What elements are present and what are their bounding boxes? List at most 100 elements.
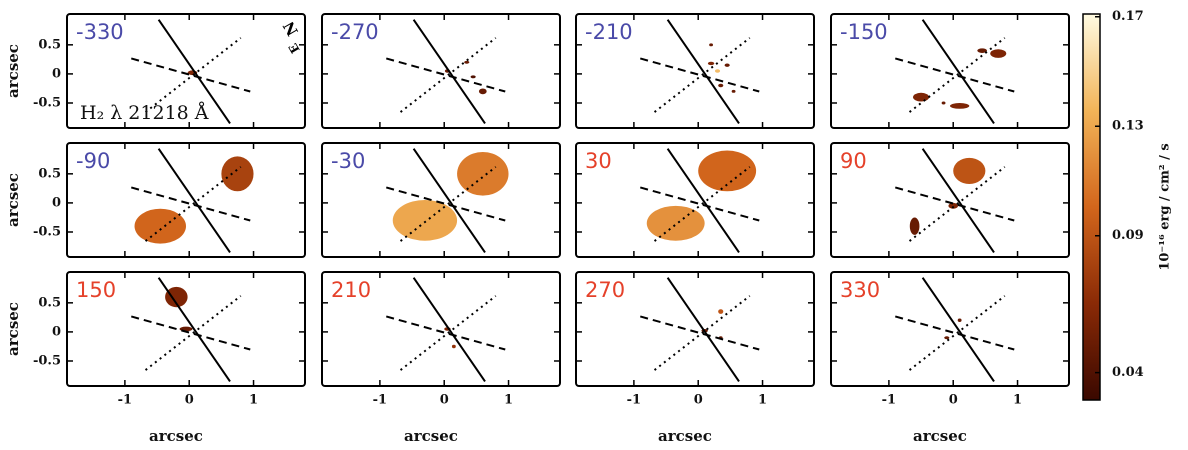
minor-axis [639, 186, 760, 222]
x-tick-label: 1 [504, 393, 513, 408]
major-axis [412, 148, 486, 254]
y-tick-label: 0 [52, 195, 61, 210]
major-axis [921, 148, 995, 254]
emission [957, 318, 962, 323]
x-tick-label: 0 [694, 393, 703, 408]
velocity-label: -330 [76, 20, 124, 44]
panel: -270 [321, 13, 561, 129]
emission [731, 89, 736, 93]
emission [470, 75, 476, 79]
velocity-label: -150 [840, 20, 888, 44]
dotted-axis [908, 166, 1006, 242]
compass-label: N [279, 18, 302, 39]
major-axis [921, 277, 995, 383]
panel-frame [830, 142, 1070, 258]
panel-frame [575, 142, 815, 258]
dotted-axis [908, 295, 1006, 371]
x-axis-label: arcsec [913, 427, 967, 445]
panel: 90 [830, 142, 1070, 258]
emission [909, 217, 920, 235]
y-tick-label: -0.5 [33, 353, 61, 368]
panel-frame [321, 142, 561, 258]
panel: -0.5 0 0.5 arcsec -330 H₂ λ 21218 Å NE [4, 13, 306, 129]
dotted-axis [144, 37, 242, 113]
minor-axis [385, 57, 506, 93]
emission [457, 152, 509, 196]
x-tick-label: -1 [882, 393, 896, 408]
x-tick-label: 1 [1013, 393, 1022, 408]
dotted-axis [399, 166, 497, 242]
major-axis [412, 19, 486, 125]
colorbar [1082, 13, 1101, 401]
major-axis [666, 277, 740, 383]
x-tick-label: -1 [627, 393, 641, 408]
panel-frame [321, 13, 561, 129]
minor-axis [894, 315, 1015, 351]
dotted-axis [144, 166, 242, 242]
emission [165, 286, 188, 308]
emission [478, 88, 487, 95]
colorbar-label: 10⁻¹⁶ erg / cm² / s [1158, 143, 1173, 270]
emission [724, 63, 730, 67]
panel-frame [575, 271, 815, 387]
colorbar-tick-label: 0.17 [1112, 9, 1144, 24]
emission [953, 157, 986, 185]
minor-axis [385, 186, 506, 222]
minor-axis [894, 186, 1015, 222]
panel: -210 [575, 13, 815, 129]
panel: -1 0 1 -0.5 0 0.5 arcsec arcsec 150 [4, 271, 306, 445]
velocity-label: -30 [331, 149, 365, 173]
emission [134, 208, 186, 244]
emission [950, 102, 970, 109]
major-axis [157, 148, 231, 254]
emission [718, 309, 724, 314]
dotted-axis [653, 295, 751, 371]
emission [221, 156, 254, 192]
y-tick-label: 0.5 [38, 295, 61, 310]
major-axis [412, 277, 486, 383]
panel-frame [66, 142, 306, 258]
dotted-axis [908, 37, 1006, 113]
panel: -1 0 1 arcsec 270 [575, 271, 815, 445]
dotted-axis [399, 37, 497, 113]
emission [451, 344, 456, 349]
panel: -30 [321, 142, 561, 258]
emission [646, 205, 705, 241]
minor-axis [130, 57, 251, 93]
panel: -0.5 0 0.5 arcsec -90 [4, 142, 306, 258]
emission [464, 60, 470, 64]
x-axis-label: arcsec [658, 427, 712, 445]
y-tick-label: 0.5 [38, 166, 61, 181]
x-axis-label: arcsec [149, 427, 203, 445]
major-axis [666, 19, 740, 125]
velocity-label: -210 [585, 20, 633, 44]
y-axis-label: arcsec [4, 44, 22, 98]
velocity-label: 210 [331, 278, 371, 302]
x-axis-label: arcsec [404, 427, 458, 445]
emission [392, 200, 458, 241]
y-tick-label: -0.5 [33, 224, 61, 239]
major-axis [666, 148, 740, 254]
emission [941, 101, 946, 105]
emission [707, 61, 715, 66]
x-tick-label: -1 [118, 393, 132, 408]
panel: -1 0 1 arcsec 210 [321, 271, 561, 445]
emission [977, 48, 987, 53]
major-axis [157, 277, 231, 383]
velocity-label: 30 [585, 149, 612, 173]
panel-frame [830, 271, 1070, 387]
velocity-label: 90 [840, 149, 867, 173]
emission [714, 69, 721, 73]
minor-axis [385, 315, 506, 351]
dotted-axis [399, 295, 497, 371]
emission [698, 150, 757, 192]
minor-axis [639, 315, 760, 351]
velocity-label: -270 [331, 20, 379, 44]
x-tick-label: 1 [249, 393, 258, 408]
y-axis-label: arcsec [4, 302, 22, 356]
x-tick-label: 0 [949, 393, 958, 408]
panel-frame [66, 13, 306, 129]
major-axis [157, 19, 231, 125]
dotted-axis [653, 37, 751, 113]
panel: -1 0 1 arcsec 330 [830, 271, 1070, 445]
